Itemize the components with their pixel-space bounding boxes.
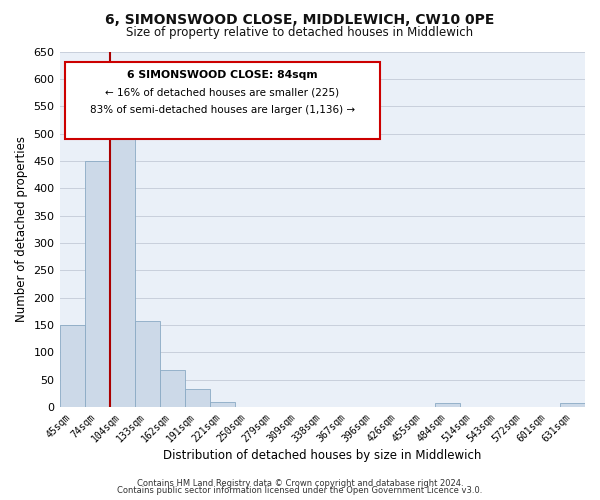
Bar <box>185 389 209 407</box>
Text: Contains public sector information licensed under the Open Government Licence v3: Contains public sector information licen… <box>118 486 482 495</box>
Bar <box>560 404 585 407</box>
Text: ← 16% of detached houses are smaller (225): ← 16% of detached houses are smaller (22… <box>106 88 340 98</box>
Text: 6 SIMONSWOOD CLOSE: 84sqm: 6 SIMONSWOOD CLOSE: 84sqm <box>127 70 318 80</box>
Bar <box>160 370 185 407</box>
FancyBboxPatch shape <box>65 62 380 138</box>
Y-axis label: Number of detached properties: Number of detached properties <box>15 136 28 322</box>
Text: Size of property relative to detached houses in Middlewich: Size of property relative to detached ho… <box>127 26 473 39</box>
Text: Contains HM Land Registry data © Crown copyright and database right 2024.: Contains HM Land Registry data © Crown c… <box>137 478 463 488</box>
Bar <box>110 128 134 407</box>
Bar <box>134 321 160 407</box>
Text: 83% of semi-detached houses are larger (1,136) →: 83% of semi-detached houses are larger (… <box>90 105 355 115</box>
Bar <box>435 404 460 407</box>
Bar <box>85 161 110 407</box>
Text: 6, SIMONSWOOD CLOSE, MIDDLEWICH, CW10 0PE: 6, SIMONSWOOD CLOSE, MIDDLEWICH, CW10 0P… <box>106 12 494 26</box>
X-axis label: Distribution of detached houses by size in Middlewich: Distribution of detached houses by size … <box>163 450 481 462</box>
Bar <box>59 325 85 407</box>
Bar <box>209 402 235 407</box>
